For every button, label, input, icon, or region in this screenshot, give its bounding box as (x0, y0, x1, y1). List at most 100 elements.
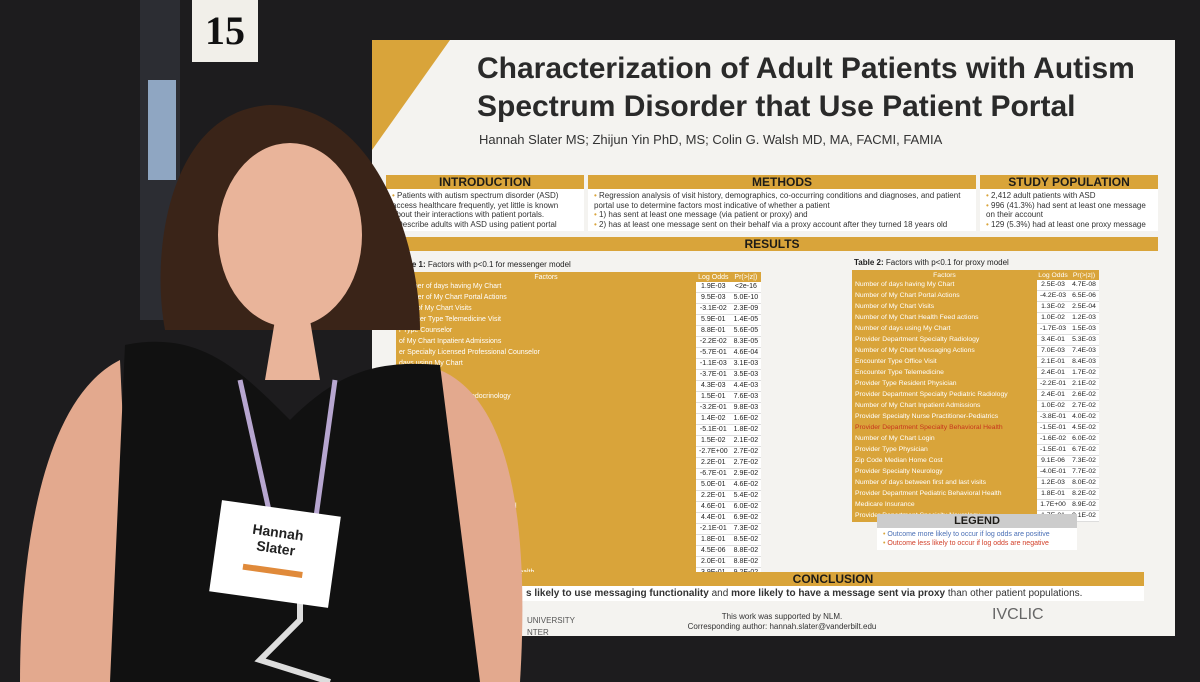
table-cell: 6.0E-02 (730, 501, 762, 513)
table-cell: 9.5E-03 (696, 292, 731, 304)
legend-item: Outcome less likely to occur if log odds… (883, 539, 1071, 548)
table-row: Number of My Chart Login -1.6E-02 6.0E-02 (852, 433, 1099, 445)
column-header: Log Odds (696, 272, 731, 282)
table-row: Provider Department Specialty Pediatric … (852, 389, 1099, 401)
row-label: Provider Specialty Neurology (852, 466, 1037, 478)
row-label: ncounter Type Telemedicine Visit (396, 314, 696, 326)
university: UNIVERSITY (527, 616, 576, 625)
table-cell: -1.1E-03 (696, 358, 731, 370)
conclusion-text: more likely to have a message sent via p… (731, 588, 946, 599)
table-row: Number of My Chart Health Feed actions 1.… (852, 312, 1099, 324)
table-cell: 1.8E-02 (730, 424, 762, 436)
bullet: Patients with autism spectrum disorder (… (392, 191, 578, 220)
row-label: Number of days between first and last vi… (852, 477, 1037, 489)
row-label: Zip Code Median Home Cost (852, 455, 1037, 467)
table-row: days using My Chart -1.1E-03 3.1E-03 (396, 358, 762, 370)
table-row: Number of days having My Chart 2.5E-03 4.7… (852, 280, 1099, 291)
table-row: mber of My Chart Visits -3.1E-02 2.3E-09 (396, 303, 762, 315)
bullet: 129 (5.3%) had at least one proxy messag… (986, 220, 1152, 230)
methods: METHODS Regression analysis of visit his… (588, 175, 976, 231)
table-cell: 1.5E-03 (1069, 323, 1099, 335)
bullet: 2) has at least one message sent on thei… (594, 220, 970, 230)
row-label: Provider Department Specialty Pediatric … (852, 389, 1037, 401)
arm (440, 370, 523, 682)
caption-label: Table 2: (854, 258, 884, 267)
table-cell: 5.3E-03 (1069, 334, 1099, 346)
row-label: Encounter Type Office Visit (852, 356, 1037, 368)
row-label: Number of My Chart Health Feed actions (852, 312, 1037, 324)
table-cell: 7.4E-03 (1069, 345, 1099, 357)
row-label: Number of days having My Chart (852, 280, 1037, 291)
table-cell: 9.1E-06 (1037, 455, 1070, 467)
row-label: Number of My Chart Portal Actions (852, 290, 1037, 302)
table-cell: 7.6E-03 (730, 391, 762, 403)
table-row: er Specialty Licensed Professional Couns… (396, 347, 762, 359)
table-cell: -1.5E-01 (1037, 422, 1070, 434)
row-label: Provider Type Physician (852, 444, 1037, 456)
table-cell: 2.1E-02 (1069, 378, 1099, 390)
column-header: Log Odds (1037, 270, 1070, 280)
row-label: Number of My Chart Login (852, 433, 1037, 445)
table-cell: 5.6E-05 (730, 325, 762, 337)
table-cell: 8.8E-01 (696, 325, 731, 337)
table-cell: 4.4E-03 (730, 380, 762, 392)
row-label: Provider Department Specialty Radiology (852, 334, 1037, 346)
table-cell: -1.6E-02 (1037, 433, 1070, 445)
table-cell: -2.1E-01 (696, 523, 731, 535)
table-cell: 1.7E-02 (1069, 367, 1099, 379)
row-label: days using My Chart (396, 358, 696, 370)
table-row: Number of My Chart Portal Actions 9.5E-03… (396, 292, 762, 304)
row-label: Provider Department Pediatric Behavioral… (852, 488, 1037, 500)
table-caption: Table 2: Factors with p<0.1 for proxy mo… (854, 258, 1009, 267)
table-cell: 8.8E-02 (730, 556, 762, 568)
table-cell: 1.5E-02 (696, 435, 731, 447)
bullet: 1) has sent at least one message (via pa… (594, 210, 970, 220)
table-cell: 3.5E-03 (730, 369, 762, 381)
table-row: Encounter Type Telemedicine 2.4E-01 1.7E-0… (852, 367, 1099, 379)
table-row: Provider Department Specialty Behavioral… (852, 422, 1099, 434)
row-label: of My Chart Inpatient Admissions (396, 336, 696, 348)
conclusion-text: than other patient populations. (945, 588, 1083, 599)
table-row: Number of My Chart Visits 1.3E-02 2.5E-04 (852, 301, 1099, 313)
table-cell: 5.9E-01 (696, 314, 731, 326)
bullet: 996 (41.3%) had sent at least one messag… (986, 201, 1152, 220)
table-cell: <2e-16 (730, 282, 762, 293)
table-cell: 1.8E-01 (696, 534, 731, 546)
table-cell: 1.8E-01 (1037, 488, 1070, 500)
table-cell: -1.5E-01 (1037, 444, 1070, 456)
table-cell: -3.2E-01 (696, 402, 731, 414)
row-label: Provider Department Specialty Behavioral… (852, 422, 1037, 434)
table-cell: -4.2E-03 (1037, 290, 1070, 302)
window (148, 80, 176, 180)
table-cell: 9.8E-03 (730, 402, 762, 414)
title: Characterization of Adult Patients with … (477, 50, 1135, 126)
table-cell: 4.5E-02 (1069, 422, 1099, 434)
section-heading: LEGEND (877, 514, 1077, 528)
table-cell: 2.9E-02 (730, 468, 762, 480)
table-cell: 2.6E-02 (1069, 389, 1099, 401)
table-row: Zip Code Median Home Cost 9.1E-06 7.3E-02 (852, 455, 1099, 467)
table-cell: -2.7E+00 (696, 446, 731, 458)
table-cell: -3.1E-02 (696, 303, 731, 315)
table-cell: 7.3E-02 (730, 523, 762, 535)
table-row: -2.1E-01 7.3E-02 (396, 523, 762, 535)
table-cell: 2.4E-01 (1037, 367, 1070, 379)
legend: LEGEND Outcome more likely to occur if l… (877, 514, 1077, 550)
table-cell: 7.3E-02 (1069, 455, 1099, 467)
name-badge: Hannah Slater (209, 500, 341, 608)
table-cell: -3.8E-01 (1037, 411, 1070, 423)
section-heading: CONCLUSION (522, 572, 1144, 586)
arm (20, 360, 135, 682)
table-cell: 2.2E-01 (696, 490, 731, 502)
table-row: r Type Counselor 8.8E-01 5.6E-05 (396, 325, 762, 337)
header-row: Factors Log Odds Pr(>|z|) (396, 272, 762, 282)
center: NTER (527, 628, 549, 637)
table-cell: 6.7E-02 (1069, 444, 1099, 456)
table-cell: 4.3E-03 (696, 380, 731, 392)
table-row: Number of My Chart Portal Actions -4.2E-0… (852, 290, 1099, 302)
table-cell: 1.7E+00 (1037, 499, 1070, 511)
table-cell: 4.5E-06 (696, 545, 731, 557)
row-label (396, 435, 696, 447)
row-label: Provider Type Resident Physician (852, 378, 1037, 390)
